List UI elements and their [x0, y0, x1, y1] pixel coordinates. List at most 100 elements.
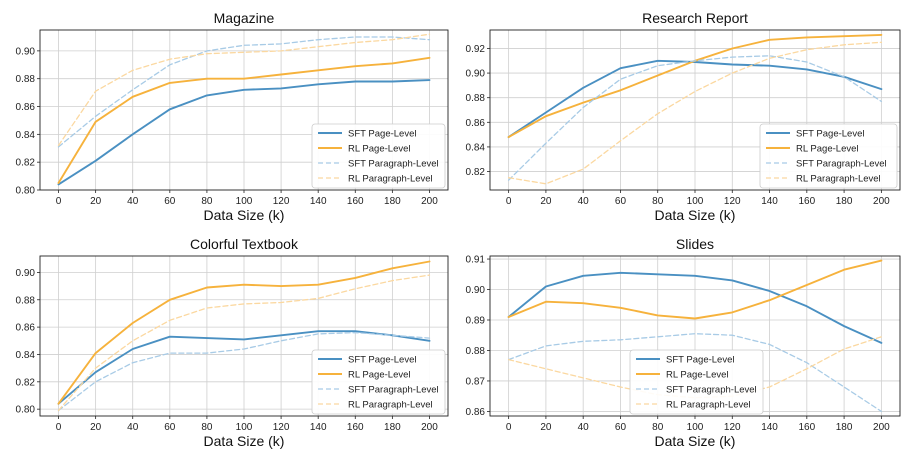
x-tick-label: 140 — [761, 422, 778, 433]
x-axis-label: Data Size (k) — [204, 207, 285, 223]
y-tick-label: 0.86 — [466, 118, 486, 129]
series-line-rl-paragraph-level — [507, 336, 883, 399]
legend-box — [311, 349, 446, 415]
legend-label: RL Page-Level — [796, 144, 859, 155]
x-tick-label: 180 — [384, 196, 401, 207]
legend: SFT Page-Level RL Page-Level SFT Paragraph… — [629, 349, 764, 415]
x-tick-label: 80 — [201, 196, 213, 207]
series-line-rl-page-level — [57, 260, 431, 405]
series-line-sft-paragraph-level — [57, 331, 431, 412]
series-line-sft-page-level — [57, 79, 431, 186]
x-tick-label: 0 — [506, 422, 512, 433]
chart-panel-1: 0 20 40 60 80 100 120 140 160 180 200 0.80 0.82 0.84 0… — [16, 10, 449, 223]
chart-title: Slides — [676, 236, 714, 252]
chart-title: Magazine — [214, 10, 275, 26]
series-line-rl-paragraph-level — [507, 41, 883, 185]
x-tick-label: 40 — [578, 422, 590, 433]
y-tick-label: 0.88 — [16, 295, 36, 306]
chart-panel-3: 0 20 40 60 80 100 120 140 160 180 200 0.80 0.82 0.84 0… — [16, 236, 449, 449]
x-tick-label: 140 — [761, 196, 778, 207]
y-tick-label: 0.86 — [466, 407, 486, 418]
y-tick-label: 0.84 — [16, 130, 36, 141]
legend-label: RL Page-Level — [348, 144, 411, 155]
y-tick-label: 0.90 — [466, 285, 486, 296]
plot-frame — [489, 29, 901, 191]
y-tick-label: 0.84 — [466, 142, 486, 153]
x-tick-label: 160 — [347, 422, 364, 433]
legend-label: SFT Paragraph-Level — [666, 385, 757, 396]
series-line-sft-paragraph-level — [507, 333, 883, 413]
legend-label: RL Paragraph-Level — [666, 400, 751, 411]
x-tick-label: 120 — [724, 422, 741, 433]
x-tick-label: 160 — [798, 422, 815, 433]
legend-label: RL Paragraph-Level — [348, 174, 433, 185]
y-tick-label: 0.90 — [466, 69, 486, 80]
y-tick-label: 0.86 — [16, 102, 36, 113]
legend-label: RL Page-Level — [348, 370, 411, 381]
y-tick-label: 0.88 — [466, 93, 486, 104]
x-tick-label: 200 — [873, 422, 890, 433]
x-tick-label: 20 — [90, 422, 102, 433]
x-tick-label: 200 — [421, 196, 438, 207]
legend-label: RL Page-Level — [666, 370, 729, 381]
legend-label: SFT Paragraph-Level — [796, 159, 887, 170]
x-tick-label: 160 — [347, 196, 364, 207]
legend-label: SFT Page-Level — [348, 129, 416, 140]
legend-box — [759, 123, 898, 189]
x-tick-label: 80 — [652, 196, 664, 207]
y-tick-label: 0.84 — [16, 350, 36, 361]
legend-label: SFT Page-Level — [796, 129, 864, 140]
y-tick-label: 0.82 — [16, 158, 36, 169]
x-tick-label: 60 — [615, 196, 627, 207]
x-tick-label: 60 — [164, 196, 176, 207]
y-tick-label: 0.90 — [16, 46, 36, 57]
x-tick-label: 100 — [236, 422, 253, 433]
x-tick-label: 0 — [506, 196, 512, 207]
y-tick-label: 0.88 — [466, 346, 486, 357]
legend-box — [311, 123, 446, 189]
legend: SFT Page-Level RL Page-Level SFT Paragraph… — [759, 123, 898, 189]
y-tick-label: 0.90 — [16, 268, 36, 279]
x-tick-label: 0 — [56, 196, 62, 207]
series-line-sft-page-level — [507, 271, 883, 344]
x-tick-label: 20 — [540, 196, 552, 207]
x-tick-label: 80 — [201, 422, 213, 433]
legend: SFT Page-Level RL Page-Level SFT Paragraph… — [311, 123, 446, 189]
y-tick-label: 0.89 — [466, 316, 486, 327]
series-line-sft-paragraph-level — [57, 36, 431, 148]
x-tick-label: 200 — [873, 196, 890, 207]
x-tick-label: 120 — [273, 196, 290, 207]
x-tick-label: 180 — [836, 196, 853, 207]
chart-title: Colorful Textbook — [190, 236, 299, 252]
x-tick-label: 100 — [687, 422, 704, 433]
x-tick-label: 100 — [687, 196, 704, 207]
legend-label: SFT Paragraph-Level — [348, 385, 439, 396]
legend-box — [629, 349, 764, 415]
series-line-sft-page-level — [57, 330, 431, 405]
series-line-rl-page-level — [507, 259, 883, 320]
x-tick-label: 80 — [652, 422, 664, 433]
chart-panel-4: 0 20 40 60 80 100 120 140 160 180 200 0.86 0.87 0.88 0… — [466, 236, 901, 449]
series-line-sft-page-level — [507, 59, 883, 139]
y-tick-label: 0.86 — [16, 323, 36, 334]
plot-frame — [39, 255, 449, 417]
series-line-rl-page-level — [57, 56, 431, 184]
y-tick-label: 0.80 — [16, 186, 36, 197]
x-tick-label: 120 — [724, 196, 741, 207]
plot-frame — [39, 29, 449, 191]
y-tick-label: 0.80 — [16, 405, 36, 416]
x-axis-label: Data Size (k) — [655, 207, 736, 223]
x-tick-label: 40 — [578, 196, 590, 207]
y-tick-label: 0.82 — [16, 377, 36, 388]
x-tick-label: 180 — [836, 422, 853, 433]
chart-panel-2: 0 20 40 60 80 100 120 140 160 180 200 0.82 0.84 0.86 0… — [466, 10, 901, 223]
x-axis-label: Data Size (k) — [204, 433, 285, 449]
series-line-rl-paragraph-level — [57, 33, 431, 147]
series-line-rl-paragraph-level — [57, 274, 431, 412]
y-tick-label: 0.91 — [466, 255, 486, 266]
x-tick-label: 40 — [127, 196, 139, 207]
chart-title: Research Report — [642, 10, 748, 26]
x-tick-label: 100 — [236, 196, 253, 207]
legend: SFT Page-Level RL Page-Level SFT Paragraph… — [311, 349, 446, 415]
